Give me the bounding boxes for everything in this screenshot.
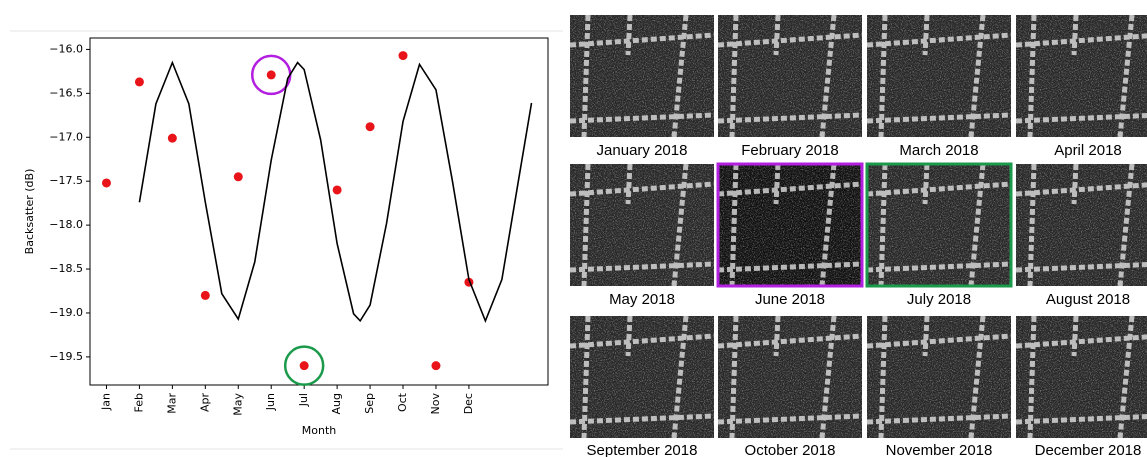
sar-image (570, 164, 714, 286)
y-tick-label: −17.5 (49, 174, 83, 187)
image-highlight (716, 162, 864, 288)
y-axis-label: Backsatter (dB) (23, 169, 36, 255)
highlight-ring (283, 345, 325, 386)
sar-image (1016, 164, 1147, 286)
x-tick-label: Mar (165, 393, 178, 414)
y-tick-label: −18.5 (49, 262, 83, 275)
sar-image (1016, 15, 1147, 137)
data-point (332, 185, 342, 195)
image-caption: April 2018 (1054, 142, 1122, 159)
x-tick-label: Nov (429, 393, 442, 415)
image-caption: November 2018 (886, 442, 993, 457)
data-point (134, 77, 144, 87)
data-point (365, 122, 375, 132)
x-tick-label: Dec (462, 393, 475, 414)
data-point (398, 51, 408, 61)
y-tick-label: −16.5 (49, 86, 83, 99)
image-caption: May 2018 (609, 291, 675, 308)
y-tick-label: −17.0 (49, 130, 83, 143)
sar-image (867, 164, 1011, 286)
y-tick-label: −19.0 (49, 306, 83, 319)
image-caption: July 2018 (907, 291, 971, 308)
sar-image (718, 316, 862, 438)
data-point (101, 178, 111, 188)
x-tick-label: Jan (99, 393, 112, 411)
image-caption: August 2018 (1046, 291, 1130, 308)
sar-image (718, 164, 862, 286)
data-point (233, 172, 243, 182)
x-tick-label: Apr (198, 393, 211, 413)
sar-image (570, 316, 714, 438)
x-tick-label: May (231, 393, 244, 416)
data-point (167, 133, 177, 143)
data-point (266, 70, 276, 80)
x-tick-label: Feb (132, 393, 145, 412)
image-grid: January 2018 February 2018 March 2018 April… (570, 15, 1147, 457)
y-tick-label: −19.5 (49, 350, 83, 363)
y-tick-label: −16.0 (49, 42, 83, 55)
sar-image (867, 316, 1011, 438)
image-caption: September 2018 (587, 442, 698, 457)
image-caption: December 2018 (1035, 442, 1142, 457)
image-highlight (865, 162, 1013, 288)
model-line (138, 60, 533, 324)
sar-image (718, 15, 862, 137)
x-tick-label: Aug (330, 393, 343, 414)
data-point (299, 361, 309, 371)
y-tick-label: −18.0 (49, 218, 83, 231)
image-caption: October 2018 (745, 442, 836, 457)
x-axis-label: Month (302, 424, 337, 437)
data-point (431, 361, 441, 371)
x-tick-label: Oct (396, 392, 409, 412)
axes-frame (89, 37, 549, 386)
sar-image (867, 15, 1011, 137)
data-point (200, 290, 210, 300)
x-tick-label: Sep (363, 393, 376, 414)
image-caption: February 2018 (741, 142, 839, 159)
sar-image (570, 15, 714, 137)
x-tick-label: Jul (297, 393, 310, 407)
sar-image (1016, 316, 1147, 438)
plot-area: −16.0 −16.5 −17.0 −17.5 −18.0 −18.5 −19.0 −19.5… (23, 37, 549, 437)
image-caption: January 2018 (597, 142, 688, 159)
image-caption: March 2018 (899, 142, 978, 159)
image-caption: June 2018 (755, 291, 825, 308)
x-tick-label: Jun (264, 393, 277, 411)
